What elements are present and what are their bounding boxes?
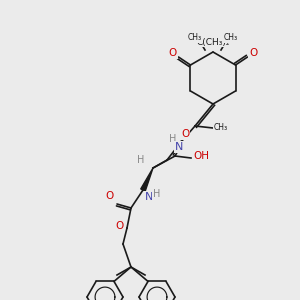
Text: H: H — [153, 189, 161, 199]
Text: N: N — [145, 192, 153, 202]
Text: CH₃: CH₃ — [224, 34, 238, 43]
Text: N: N — [175, 142, 183, 152]
Text: O: O — [105, 191, 113, 201]
Polygon shape — [141, 168, 153, 191]
Text: O: O — [115, 221, 123, 231]
Text: O: O — [181, 129, 189, 139]
Text: O: O — [168, 48, 177, 58]
Text: C(CH₃)₂: C(CH₃)₂ — [196, 38, 230, 46]
Text: O: O — [249, 48, 258, 58]
Text: CH₃: CH₃ — [214, 124, 228, 133]
Text: OH: OH — [193, 151, 209, 161]
Text: H: H — [137, 155, 145, 165]
Text: CH₃: CH₃ — [188, 34, 202, 43]
Text: H: H — [169, 134, 177, 144]
